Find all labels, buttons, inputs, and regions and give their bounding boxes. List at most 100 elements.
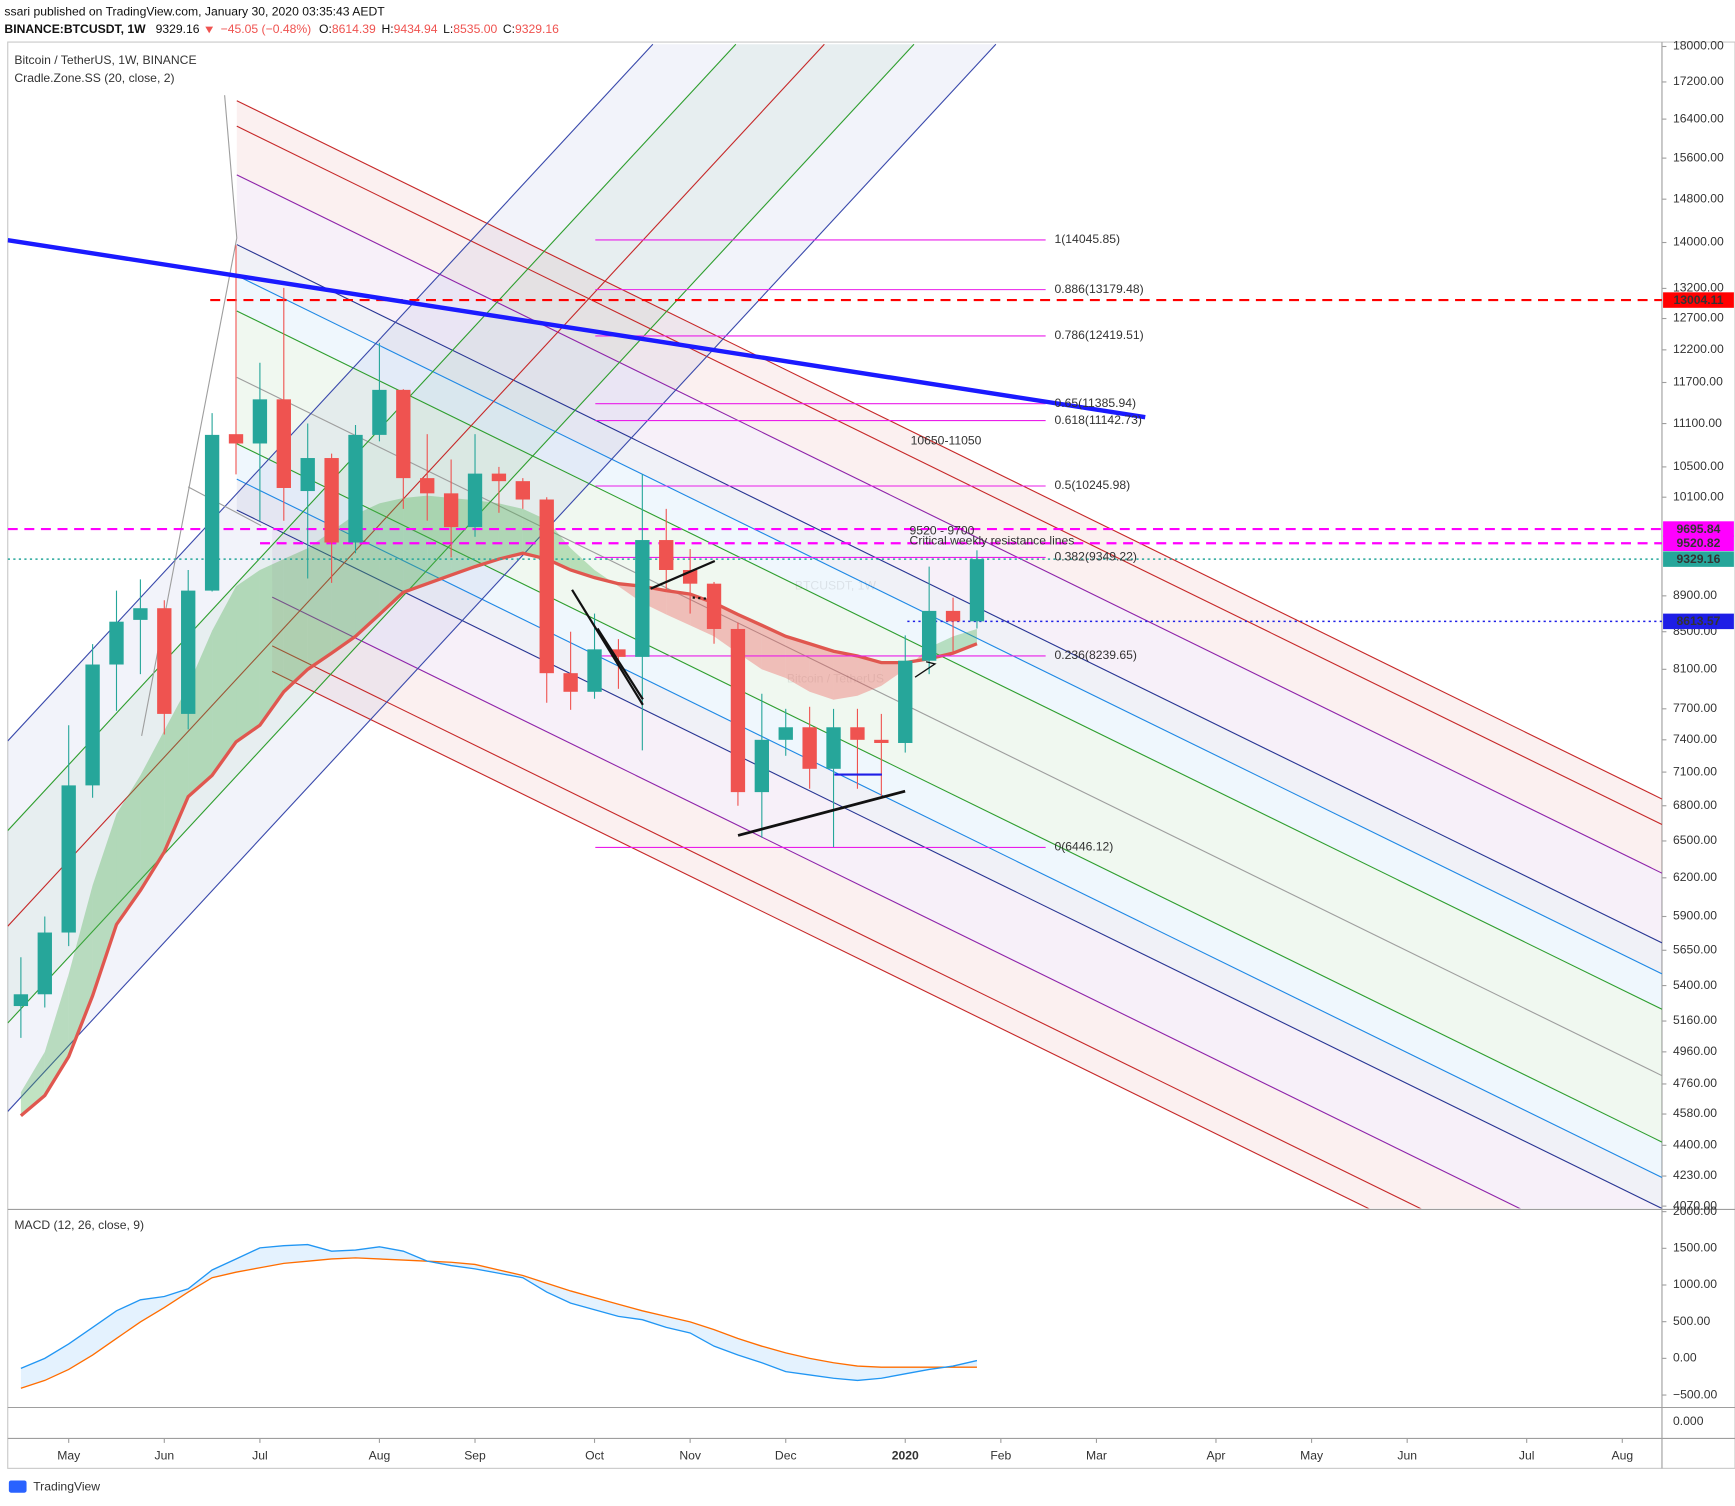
channel-line <box>7 43 825 927</box>
pitchfork-handle <box>187 486 262 527</box>
close-label: C: <box>503 22 515 36</box>
fib-label: 0.382(9349.22) <box>1054 550 1136 564</box>
axis-layer: 18000.00 17200.00 16400.00 15600.00 14800.00… <box>57 39 1734 1462</box>
x-tick-label: 2020 <box>892 1448 919 1462</box>
y-tick-label: 15600.00 <box>1673 150 1724 164</box>
channel-line <box>236 275 1662 975</box>
x-tick-label: Jun <box>1397 1448 1417 1462</box>
cradle-band <box>283 548 308 692</box>
y-tick-label: 14800.00 <box>1673 191 1724 205</box>
channel-line <box>271 670 1370 1209</box>
watermark: BTCUSDT, 1W <box>795 579 877 593</box>
y-tick-label: 4760.00 <box>1673 1076 1717 1090</box>
x-tick-label: May <box>57 1448 81 1462</box>
fib-label: 0.65(11385.94) <box>1054 396 1136 410</box>
x-tick-label: Aug <box>369 1448 391 1462</box>
channel-line <box>236 174 1662 874</box>
candle-body <box>969 559 985 622</box>
candle-body <box>252 399 268 444</box>
y-tick-label: 7400.00 <box>1673 732 1717 746</box>
cradle-band <box>666 590 691 626</box>
candle-body <box>37 932 52 995</box>
annotation: Critical weekly resistance lines <box>910 533 1075 547</box>
logo-icon <box>8 1480 27 1493</box>
cradle-band <box>236 569 260 742</box>
y-tick-label: 4580.00 <box>1673 1106 1717 1120</box>
macd-y-tick-label: 1000.00 <box>1673 1277 1717 1291</box>
candle-body <box>921 610 937 661</box>
y-tick-label: 6800.00 <box>1673 798 1717 812</box>
tools-layer <box>7 237 1146 837</box>
candle-body <box>396 389 411 479</box>
candle-body <box>611 649 626 657</box>
channel-band <box>236 100 1662 825</box>
cradle-band <box>809 643 834 700</box>
brand: TradingView <box>33 1479 100 1493</box>
high-value: 9434.94 <box>394 22 438 36</box>
y-tick-label: 17200.00 <box>1673 74 1724 88</box>
cradle-band <box>92 813 117 996</box>
cradle-band <box>259 559 284 726</box>
chart-frame <box>7 41 1735 1469</box>
price-label-box <box>1663 535 1734 552</box>
candle-body <box>730 628 746 793</box>
y-tick-label: 4230.00 <box>1673 1168 1717 1182</box>
candle-body <box>778 727 793 740</box>
price-label-box <box>1663 521 1734 537</box>
macd-y-tick-label: −500.00 <box>1673 1387 1718 1401</box>
publisher-line: ssari published on TradingView.com, Janu… <box>4 4 385 18</box>
y-tick-label: 14000.00 <box>1673 235 1724 249</box>
channel-line <box>7 43 737 831</box>
open-label: O: <box>319 22 332 36</box>
price-label-box <box>1663 551 1734 567</box>
macd-fill <box>20 1244 977 1389</box>
channel-line <box>236 478 1662 1178</box>
x-tick-label: Jun <box>154 1448 174 1462</box>
candle-body <box>754 739 770 793</box>
price-label: 8613.57 <box>1677 614 1721 628</box>
candle-body <box>491 473 507 482</box>
candle-body <box>181 590 196 714</box>
symbol-line: BINANCE:BTCUSDT, 1W 9329.16 −45.05 (−0.4… <box>4 22 559 36</box>
macd-y-tick-label: 500.00 <box>1673 1314 1710 1328</box>
y-tick-label: 12700.00 <box>1673 311 1724 325</box>
macd-macd-line <box>20 1243 978 1382</box>
candle-body <box>563 673 578 692</box>
series-layer <box>7 239 1662 1118</box>
candle-body <box>13 994 29 1007</box>
symbol: BINANCE:BTCUSDT, 1W <box>4 22 146 36</box>
macd-title: MACD (12, 26, close, 9) <box>14 1218 144 1232</box>
candle-body <box>659 540 674 570</box>
x-tick-label: Apr <box>1207 1448 1226 1462</box>
channel-line <box>271 645 1422 1209</box>
change-arrow <box>205 26 214 34</box>
candle-body <box>826 727 841 769</box>
y-tick-label: 5900.00 <box>1673 909 1717 923</box>
channel-band <box>236 275 1662 1010</box>
price-label-box <box>1663 613 1734 630</box>
fib-label: 0.886(13179.48) <box>1054 282 1143 296</box>
last-price: 9329.16 <box>156 22 200 36</box>
channel-line <box>236 244 1662 944</box>
cradle-band <box>331 514 356 654</box>
candle-body <box>635 540 650 657</box>
candle-body <box>133 608 148 620</box>
candle-body <box>443 493 459 528</box>
candle-body <box>372 389 387 435</box>
cradle-band <box>68 885 93 1057</box>
x-tick-label: Sep <box>464 1448 486 1462</box>
candle-body <box>802 727 817 769</box>
price-label: 9695.84 <box>1677 522 1721 536</box>
price-label: 13004.11 <box>1673 293 1723 307</box>
y-tick-label: 7700.00 <box>1673 701 1717 715</box>
macd-signal-line <box>20 1257 977 1389</box>
y-tick-label: 5650.00 <box>1673 942 1717 956</box>
x-tick-label: Aug <box>1611 1448 1633 1462</box>
trend-drawing <box>737 789 906 837</box>
x-tick-label: Jul <box>1519 1448 1535 1462</box>
fib-label: 0(6446.12) <box>1054 840 1113 854</box>
y-tick-label: 11100.00 <box>1673 416 1722 430</box>
candle-body <box>539 499 554 674</box>
fib-label: 0.236(8239.65) <box>1054 648 1136 662</box>
